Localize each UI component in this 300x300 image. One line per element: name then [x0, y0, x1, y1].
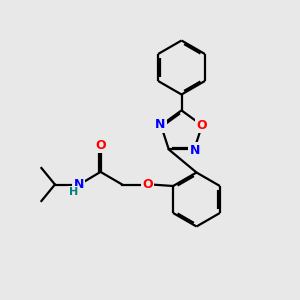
- Text: N: N: [74, 178, 84, 191]
- Text: O: O: [142, 178, 153, 191]
- Text: N: N: [190, 144, 200, 157]
- Text: O: O: [197, 119, 207, 132]
- Text: O: O: [96, 139, 106, 152]
- Text: H: H: [69, 187, 78, 197]
- Text: N: N: [155, 118, 166, 131]
